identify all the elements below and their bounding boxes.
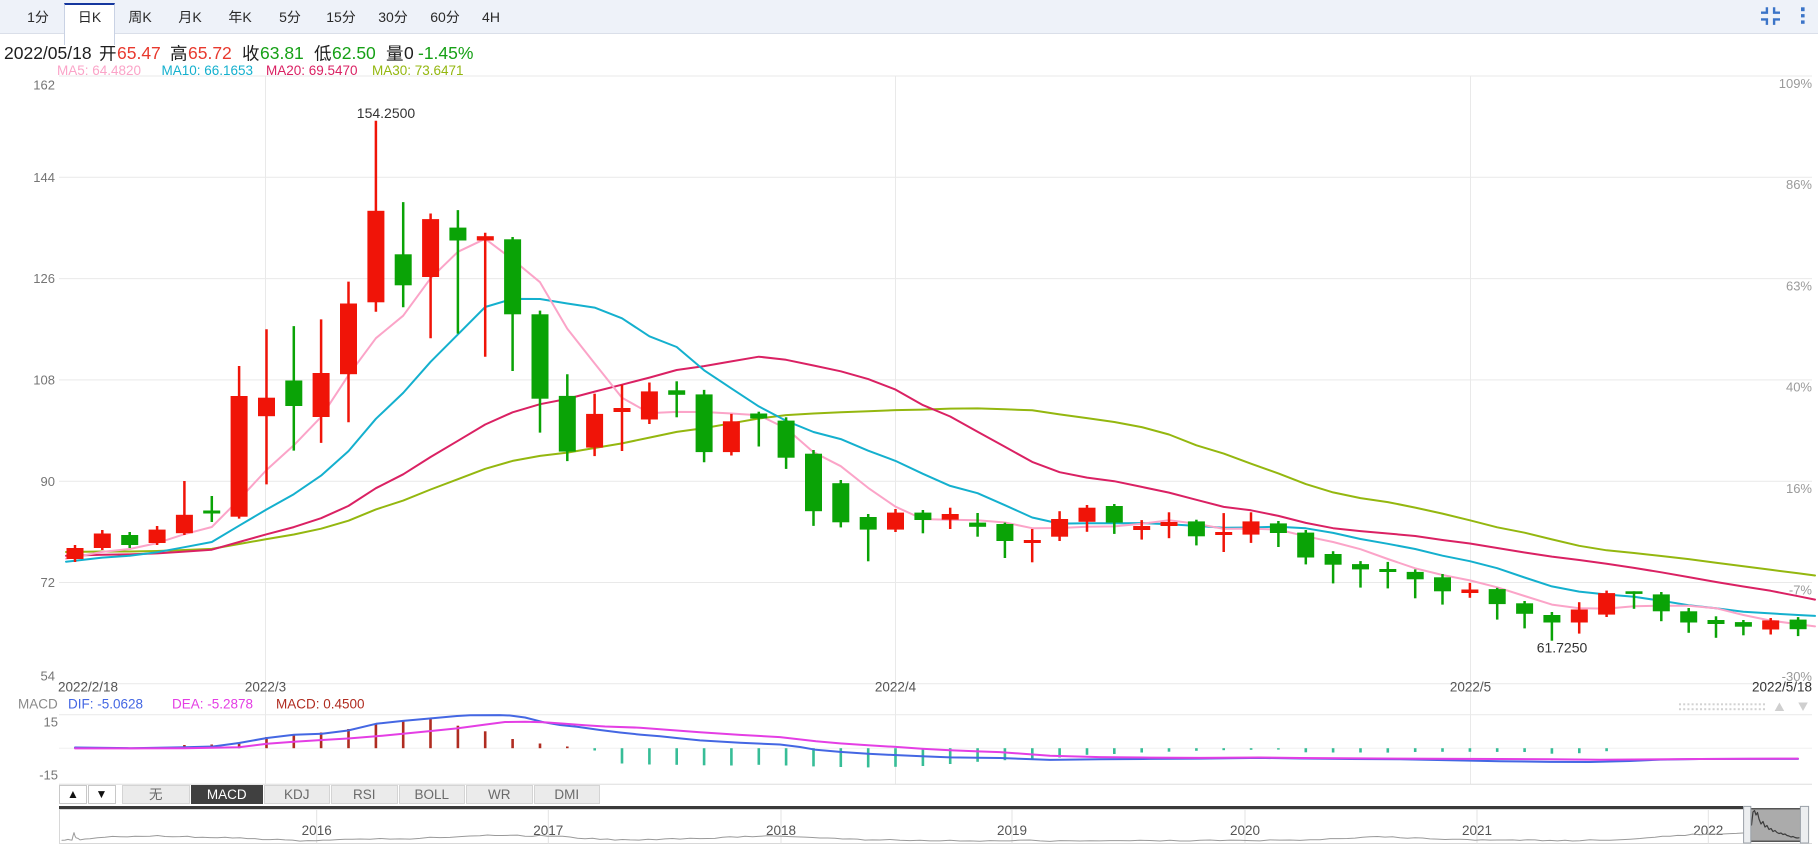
svg-text:72: 72 [41, 575, 55, 590]
svg-text:K: K [192, 9, 202, 25]
svg-text:-30%: -30% [1782, 669, 1813, 684]
svg-text:109%: 109% [1779, 76, 1813, 91]
svg-text:15: 15 [44, 714, 58, 729]
svg-text:2016: 2016 [302, 823, 332, 838]
svg-text:K: K [242, 9, 252, 25]
svg-text:MACD: 0.4500: MACD: 0.4500 [276, 697, 365, 712]
svg-text:2022/5/18: 2022/5/18 [1752, 680, 1812, 695]
svg-text:DEA: -5.2878: DEA: -5.2878 [172, 697, 253, 712]
svg-text:4H: 4H [482, 9, 500, 25]
svg-text:2021: 2021 [1462, 823, 1492, 838]
svg-text:DIF: -5.0628: DIF: -5.0628 [68, 697, 143, 712]
svg-text:63%: 63% [1786, 278, 1812, 293]
svg-text:90: 90 [41, 474, 55, 489]
svg-text:86%: 86% [1786, 177, 1812, 192]
svg-text:2022/4: 2022/4 [875, 680, 917, 695]
svg-text:54: 54 [41, 669, 55, 684]
svg-text:2020: 2020 [1230, 823, 1260, 838]
svg-text:2022/3: 2022/3 [245, 680, 286, 695]
svg-text:5: 5 [279, 9, 287, 25]
svg-text:2018: 2018 [766, 823, 796, 838]
svg-text:40%: 40% [1786, 380, 1812, 395]
svg-text:30: 30 [378, 9, 394, 25]
svg-text:144: 144 [33, 170, 55, 185]
svg-text:MACD: MACD [18, 697, 58, 712]
svg-text:2017: 2017 [533, 823, 563, 838]
svg-text:61.7250: 61.7250 [1537, 640, 1588, 656]
svg-text:15: 15 [326, 9, 342, 25]
svg-text:K: K [92, 9, 102, 25]
svg-text:60: 60 [430, 9, 446, 25]
svg-text:-7%: -7% [1789, 582, 1813, 597]
svg-text:2022/5: 2022/5 [1450, 680, 1491, 695]
svg-text:108: 108 [33, 373, 55, 388]
svg-text:162: 162 [33, 78, 55, 93]
svg-text:-15: -15 [39, 768, 58, 783]
svg-text:2019: 2019 [997, 823, 1027, 838]
svg-text:154.2500: 154.2500 [357, 105, 416, 121]
svg-text:1: 1 [27, 9, 35, 25]
svg-text:16%: 16% [1786, 481, 1812, 496]
svg-text:2022/2/18: 2022/2/18 [58, 680, 118, 695]
svg-text:K: K [142, 9, 152, 25]
svg-text:2022: 2022 [1693, 823, 1723, 838]
svg-text:126: 126 [33, 271, 55, 286]
